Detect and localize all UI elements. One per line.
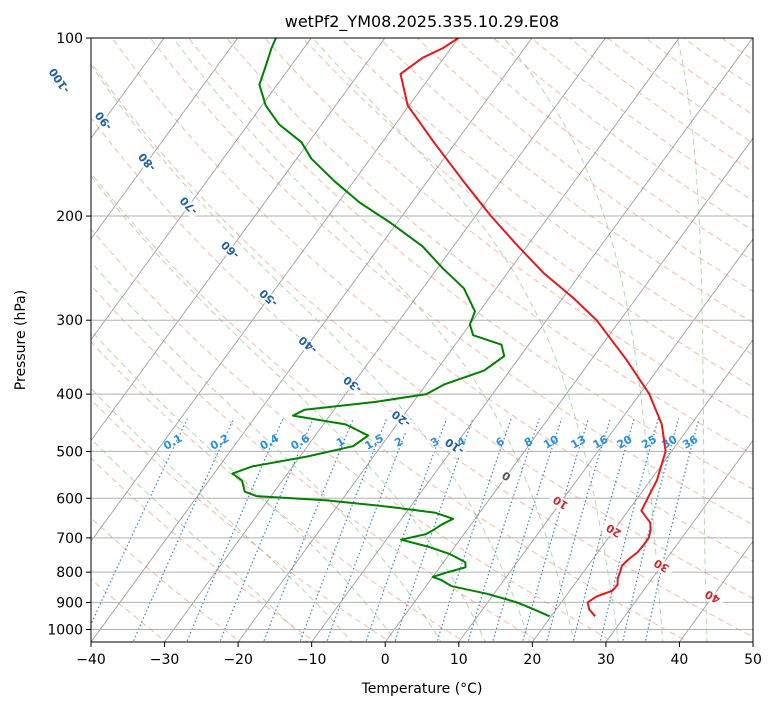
dry-adiabat-label: 0 [492, 465, 520, 489]
label-bg [599, 519, 627, 543]
y-tick-label: 1000 [47, 622, 83, 638]
dewpoint-profile-line [231, 38, 551, 618]
isotherm-line [91, 38, 165, 139]
label-bg [134, 149, 159, 176]
mixing-ratio-line [492, 418, 563, 642]
chart-title: wetPf2_YM08.2025.335.10.29.E08 [285, 12, 559, 32]
x-axis: −40 −30 −20 −10 0 10 20 30 40 50 [76, 642, 762, 668]
dry-adiabat-line [225, 38, 753, 455]
mixing-ratio-line [521, 418, 590, 642]
temperature-profile-line [399, 38, 667, 617]
mixing-ratio-line [599, 418, 659, 642]
mixing-ratio-line [185, 418, 284, 642]
x-tick-label: 20 [523, 652, 541, 668]
label-bg [492, 465, 520, 489]
isotherm-line [91, 38, 312, 341]
label-bg [216, 237, 243, 264]
x-tick-label: −40 [76, 652, 106, 668]
isotherm-line [605, 439, 753, 642]
mixing-ratio-line [436, 418, 512, 642]
y-axis-label: Pressure (hPa) [13, 290, 29, 390]
dry-adiabat-line [187, 38, 753, 490]
isotherm-line [91, 38, 386, 442]
mixing-ratio-line [299, 418, 388, 642]
x-tick-label: 10 [450, 652, 468, 668]
label-bg [90, 108, 115, 135]
isotherm-line [311, 38, 753, 642]
moist-adiabat-line [91, 175, 486, 642]
dry-adiabat-line [149, 38, 753, 526]
moist-adiabat-line [91, 438, 309, 642]
y-tick-label: 700 [56, 531, 83, 547]
background-lines [91, 38, 753, 642]
dry-adiabat-line [416, 38, 753, 292]
x-tick-label: 40 [671, 652, 689, 668]
y-tick-label: 200 [56, 209, 83, 225]
x-tick-label: 30 [597, 652, 615, 668]
x-tick-label: −10 [297, 652, 327, 668]
moist-adiabat-line [91, 329, 398, 642]
isotherm-line [458, 238, 753, 642]
y-tick-label: 400 [56, 387, 83, 403]
dry-adiabat-line [378, 38, 753, 324]
label-bg [440, 435, 468, 459]
y-tick-label: 900 [56, 595, 83, 611]
label-bg [294, 333, 321, 358]
x-tick-label: −20 [223, 652, 253, 668]
y-tick-label: 300 [56, 313, 83, 329]
isotherm-line [237, 38, 680, 642]
label-bg [255, 286, 281, 312]
isotherm-line [91, 38, 533, 642]
mixing-ratio-line [91, 418, 188, 626]
isotherm-line [91, 38, 239, 240]
label-bg [47, 67, 71, 95]
x-axis-label: Temperature (°C) [361, 681, 483, 697]
label-bg [546, 491, 574, 515]
mixing-ratio-line [644, 418, 700, 642]
mixing-ratio-line [219, 418, 314, 642]
mixing-ratio-line [467, 418, 540, 642]
y-tick-label: 100 [56, 31, 83, 47]
label-bg [175, 193, 201, 220]
isotherm-line [163, 38, 607, 642]
x-tick-label: −30 [150, 652, 180, 668]
label-bg [698, 586, 726, 609]
y-tick-label: 500 [56, 444, 83, 460]
y-axis: 100 200 300 400 500 600 700 800 900 1000 [47, 31, 91, 638]
label-bg [387, 407, 414, 432]
mixing-ratio-line [132, 418, 235, 642]
y-tick-label: 600 [56, 491, 83, 507]
x-tick-label: 50 [744, 652, 762, 668]
isotherm-line [384, 137, 753, 642]
x-tick-label: 0 [381, 652, 390, 668]
mixing-ratio-line [621, 418, 680, 642]
y-tick-label: 800 [56, 565, 83, 581]
isotherm-line [531, 338, 753, 642]
moist-adiabat-line [91, 387, 353, 642]
label-bg [338, 372, 366, 398]
profile-lines [231, 38, 667, 618]
dry-adiabat-line [111, 38, 753, 562]
dry-adiabat-line [91, 61, 753, 600]
label-bg [647, 555, 675, 578]
dry-adiabat-line [264, 38, 753, 421]
mixing-ratio-line [262, 418, 354, 642]
plot-frame [90, 37, 754, 643]
